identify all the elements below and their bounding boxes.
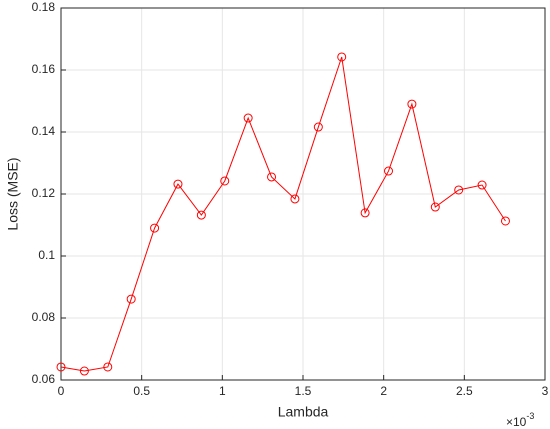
- data-point: [267, 172, 277, 182]
- y-axis-label: Loss (MSE): [5, 157, 21, 230]
- x-tick-label: 0: [58, 384, 65, 398]
- data-point: [313, 122, 323, 132]
- data-point: [126, 294, 136, 304]
- data-line: [60, 56, 506, 372]
- y-tick-label: 0.14: [32, 124, 56, 138]
- data-point: [290, 194, 300, 204]
- x-tick-label: 2: [380, 384, 387, 398]
- data-point: [430, 202, 440, 212]
- y-tick-label: 0.16: [32, 62, 56, 76]
- data-point: [103, 362, 113, 372]
- x-multiplier: ×10-3: [506, 411, 534, 429]
- y-tick-label: 0.18: [32, 0, 56, 14]
- data-point: [407, 99, 417, 109]
- data-point: [360, 208, 370, 218]
- x-tick-label: 3: [542, 384, 549, 398]
- data-point: [337, 52, 347, 62]
- axes-box: [60, 7, 546, 381]
- data-point: [150, 223, 160, 233]
- x-tick-label: 0.5: [133, 384, 150, 398]
- x-tick-label: 2.5: [456, 384, 473, 398]
- data-point: [56, 362, 66, 372]
- data-point: [220, 176, 230, 186]
- x-tick-label: 1: [219, 384, 226, 398]
- x-tick-label: 1.5: [295, 384, 312, 398]
- data-point: [173, 179, 183, 189]
- data-point: [243, 113, 253, 123]
- data-point: [477, 180, 487, 190]
- y-tick-label: 0.08: [32, 310, 56, 324]
- data-point: [500, 216, 510, 226]
- data-point: [454, 185, 464, 195]
- y-tick-label: 0.1: [38, 248, 55, 262]
- x-multiplier-base: ×10: [506, 415, 527, 429]
- y-tick-label: 0.12: [32, 186, 56, 200]
- data-point: [196, 210, 206, 220]
- data-point: [79, 366, 89, 376]
- x-axis-label: Lambda: [278, 404, 329, 420]
- y-tick-label: 0.06: [32, 372, 56, 386]
- data-point: [384, 166, 394, 176]
- x-multiplier-exp: -3: [526, 411, 534, 421]
